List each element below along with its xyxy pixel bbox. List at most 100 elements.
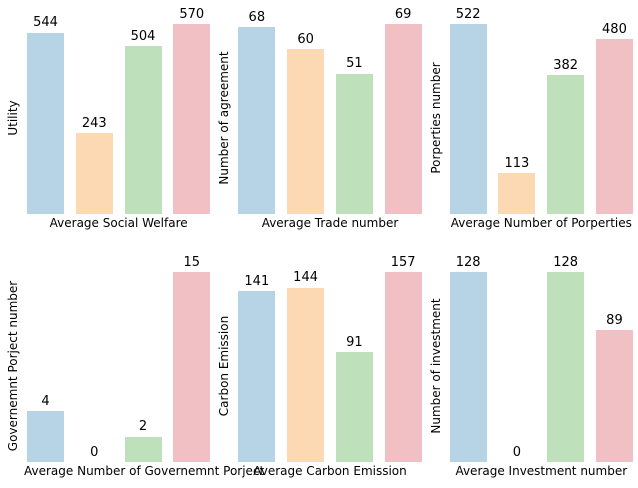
- bar-group: 68: [238, 2, 276, 214]
- bar: [173, 24, 211, 214]
- y-axis-label: Governemnt Porject number: [6, 280, 20, 452]
- plot-column: 544 243 504 570 Average Social Welfare: [24, 2, 213, 234]
- bar-value-label: 69: [394, 6, 412, 22]
- bar-value-label: 522: [455, 6, 481, 22]
- bar-value-label: 570: [179, 6, 205, 22]
- bar-group: 0: [498, 250, 535, 462]
- bar-group: 2: [124, 250, 162, 462]
- bar-group: 504: [124, 2, 162, 214]
- subplot-trade-number: Number of agreement 68 60 51 69 Average Tra…: [213, 2, 424, 234]
- bar-value-label: 0: [512, 444, 522, 460]
- y-axis-label: Utility: [6, 100, 20, 136]
- y-axis-label-container: Number of agreement: [213, 2, 235, 234]
- y-axis-label: Porperties number: [428, 62, 443, 174]
- bar: [124, 46, 162, 214]
- bar-group: 69: [384, 2, 422, 214]
- y-axis-label: Number of investment: [428, 298, 443, 434]
- bar-group: 4: [27, 250, 64, 462]
- y-axis-label-container: Porperties number: [425, 2, 447, 234]
- bar: [124, 436, 162, 462]
- bar-group: 480: [595, 2, 633, 214]
- bar-group: 570: [173, 2, 211, 214]
- plot-area: 544 243 504 570: [24, 2, 213, 214]
- bar: [498, 172, 536, 214]
- bar: [547, 272, 585, 462]
- bar-value-label: 15: [183, 254, 201, 270]
- subplot-investment-number: Number of investment 128 0 128 89 Average I…: [425, 250, 636, 482]
- bar: [287, 48, 325, 214]
- bar-value-label: 51: [346, 56, 363, 72]
- bar-value-label: 141: [244, 274, 270, 290]
- bar-value-label: 128: [455, 254, 481, 270]
- y-axis-label-container: Utility: [2, 2, 24, 234]
- y-axis-label-container: Carbon Emission: [213, 250, 235, 482]
- bar: [27, 411, 64, 462]
- plot-area: 4 0 2 15: [24, 250, 213, 462]
- plot-column: 68 60 51 69 Average Trade number: [235, 2, 424, 234]
- bar-value-label: 243: [81, 115, 107, 131]
- x-axis-label: Average Number of Porperties: [450, 216, 632, 230]
- bar-group: 89: [595, 250, 633, 462]
- bar-group: 113: [498, 2, 536, 214]
- plot-area: 128 0 128 89: [447, 250, 636, 462]
- bar-group: 544: [27, 2, 64, 214]
- bar: [547, 75, 585, 214]
- plot-column: 141 144 91 157 Average Carbon Emission: [235, 250, 424, 482]
- x-axis-label: Average Number of Governemnt Porject: [24, 464, 265, 478]
- bar: [335, 73, 373, 214]
- bar: [384, 24, 422, 214]
- x-axis-label: Average Carbon Emission: [253, 464, 407, 478]
- bar-group: 0: [76, 250, 113, 462]
- y-axis-label: Number of agreement: [217, 51, 232, 185]
- x-axis-label: Average Social Welfare: [49, 216, 188, 230]
- bar: [173, 272, 211, 462]
- subplot-carbon-emission: Carbon Emission 141 144 91 157 Average Carb…: [213, 250, 424, 482]
- subplot-properties-number: Porperties number 522 113 382 480 Average N…: [425, 2, 636, 234]
- bar: [287, 287, 325, 462]
- x-axis-label: Average Investment number: [455, 464, 628, 478]
- subplot-social-welfare: Utility 544 243 504 570 Average Social Welf…: [2, 2, 213, 234]
- bar-value-label: 2: [138, 419, 148, 435]
- bar-group: 60: [287, 2, 325, 214]
- bar-group: 91: [335, 250, 373, 462]
- bar-value-label: 144: [293, 270, 318, 286]
- plot-column: 128 0 128 89 Average Investment number: [447, 250, 636, 482]
- y-axis-label-container: Governemnt Porject number: [2, 250, 24, 482]
- bar-value-label: 157: [390, 254, 416, 270]
- bar-value-label: 4: [41, 394, 50, 410]
- bar-group: 15: [173, 250, 211, 462]
- bar: [595, 329, 633, 462]
- bar-group: 243: [75, 2, 113, 214]
- plot-area: 522 113 382 480: [447, 2, 636, 214]
- y-axis-label: Carbon Emission: [217, 315, 232, 417]
- subplot-government-project: Governemnt Porject number 4 0 2 15 Average …: [2, 250, 265, 482]
- plot-column: 522 113 382 480 Average Number of Porpertie…: [447, 2, 636, 234]
- bar-value-label: 0: [90, 444, 99, 460]
- bar-value-label: 91: [346, 334, 363, 350]
- plot-column: 4 0 2 15 Average Number of Governemnt Porje…: [24, 250, 265, 482]
- bar: [595, 39, 633, 214]
- bar-value-label: 382: [553, 57, 579, 73]
- bar-value-label: 113: [504, 155, 530, 171]
- bar-group: 141: [238, 250, 276, 462]
- bar-value-label: 89: [606, 312, 623, 328]
- bar: [449, 24, 487, 214]
- bar-group: 51: [335, 2, 373, 214]
- bar-value-label: 544: [33, 15, 58, 31]
- bar: [27, 32, 64, 214]
- bar-value-label: 68: [248, 9, 266, 25]
- bar: [75, 133, 113, 214]
- bar-group: 382: [547, 2, 585, 214]
- bar: [238, 291, 276, 462]
- bar-value-label: 504: [130, 28, 156, 44]
- bar: [384, 272, 422, 462]
- plot-area: 68 60 51 69: [235, 2, 424, 214]
- bar-group: 522: [449, 2, 487, 214]
- x-axis-label: Average Trade number: [261, 216, 399, 230]
- bar: [335, 351, 373, 462]
- bar-value-label: 60: [297, 31, 314, 47]
- bar: [449, 272, 487, 462]
- plot-area: 141 144 91 157: [235, 250, 424, 462]
- bar-group: 128: [449, 250, 487, 462]
